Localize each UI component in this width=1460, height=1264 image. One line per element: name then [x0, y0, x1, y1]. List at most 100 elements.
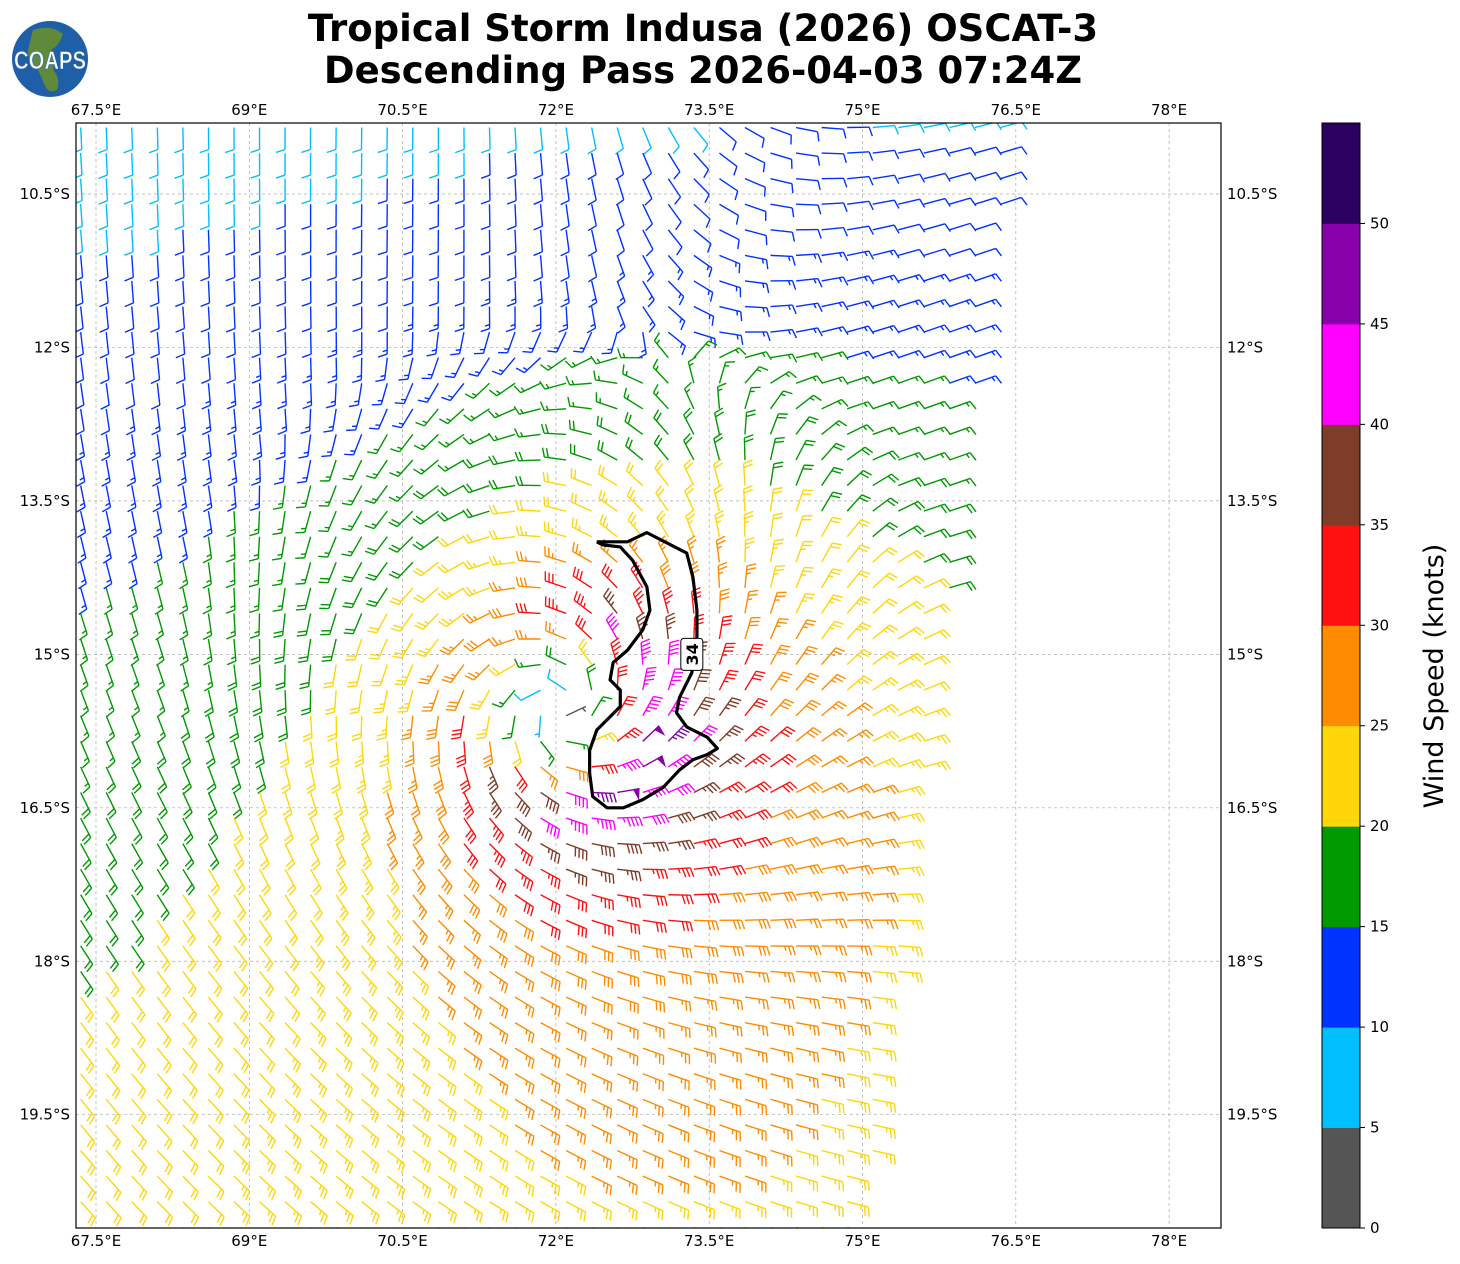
barb-full: [265, 985, 272, 994]
barb-full: [83, 811, 91, 820]
barb-half: [564, 298, 569, 302]
barb-full: [885, 575, 895, 582]
barb-half: [884, 708, 889, 713]
barb-full: [359, 812, 369, 820]
barb-full: [444, 375, 455, 379]
wind-barb: [301, 204, 312, 230]
barb-full: [523, 577, 528, 587]
barb-full: [815, 809, 824, 818]
barb-full: [275, 225, 286, 230]
barb-full: [255, 762, 265, 769]
wind-barb: [335, 868, 348, 896]
barb-full: [864, 919, 870, 929]
barb-half: [672, 736, 678, 740]
wind-barb: [174, 127, 185, 154]
barb-half: [884, 734, 890, 739]
barb-full: [107, 833, 116, 842]
wind-barb: [769, 644, 791, 665]
barb-staff: [1000, 146, 1022, 154]
barb-full: [443, 882, 451, 892]
wind-barb: [326, 178, 337, 205]
wind-barb: [488, 792, 502, 819]
barb-full: [150, 404, 161, 410]
barb-full: [101, 481, 111, 487]
barb-full: [604, 846, 608, 856]
barb-full: [762, 753, 771, 761]
barb-full: [446, 957, 453, 968]
barb-full: [713, 484, 723, 491]
wind-barb: [795, 726, 822, 742]
barb-full: [342, 477, 353, 481]
barb-full: [476, 959, 482, 970]
barb-full: [368, 984, 375, 994]
barb-half: [231, 477, 237, 481]
barb-full: [428, 276, 439, 281]
wind-barb: [125, 383, 136, 410]
barb-full: [502, 908, 508, 918]
barb-full: [622, 364, 625, 375]
barb-full: [940, 761, 948, 771]
barb-staff: [744, 126, 765, 140]
wind-barb: [454, 306, 465, 333]
barb-full: [454, 251, 465, 256]
barb-full: [681, 974, 685, 984]
barb-staff: [949, 172, 971, 180]
barb-full: [626, 486, 633, 496]
barb-full: [302, 379, 312, 384]
barb-full: [674, 196, 682, 205]
barb-full: [461, 787, 471, 794]
barb-full: [491, 608, 499, 618]
barb-staff: [207, 255, 211, 278]
barb-half: [860, 893, 864, 898]
barb-staff: [488, 153, 491, 176]
barb-full: [840, 755, 849, 763]
barb-full: [213, 912, 221, 922]
barb-full: [352, 174, 362, 179]
wind-barb: [76, 229, 84, 256]
barb-half: [911, 814, 915, 820]
barb-half: [106, 604, 112, 609]
barb-full: [349, 711, 359, 715]
barb-staff: [642, 127, 652, 149]
wind-barb: [719, 347, 747, 359]
wind-barb: [77, 536, 87, 564]
wind-barb: [300, 690, 312, 716]
barb-half: [746, 572, 752, 575]
barb-full: [252, 430, 262, 436]
barb-full: [524, 808, 531, 818]
wind-barb: [462, 586, 490, 597]
wind-barb: [207, 945, 223, 972]
wind-barb: [463, 408, 490, 422]
wind-barb: [415, 638, 439, 658]
barb-full: [388, 496, 398, 502]
barb-half: [626, 870, 629, 876]
wind-barb: [364, 510, 388, 530]
barb-full: [766, 307, 771, 318]
wind-barb: [617, 787, 640, 801]
barb-full: [783, 728, 793, 735]
barb-full: [666, 620, 676, 626]
barb-full: [553, 852, 557, 862]
barb-half: [728, 813, 733, 819]
barb-full: [817, 278, 823, 288]
barb-half: [156, 553, 162, 558]
barb-full: [891, 730, 900, 739]
wind-barb: [488, 555, 516, 566]
barb-full: [516, 799, 523, 809]
wind-barb: [617, 970, 640, 988]
wind-barb: [615, 178, 625, 206]
barb-staff: [233, 306, 236, 329]
barb-full: [356, 783, 366, 790]
wind-barb: [437, 433, 465, 448]
barb-full: [543, 496, 546, 507]
wind-barb: [821, 226, 849, 237]
barb-full: [162, 912, 170, 922]
barb-full: [157, 782, 166, 791]
barb-full: [234, 859, 243, 867]
barb-half: [133, 706, 139, 711]
wind-barb: [105, 689, 115, 718]
barb-full: [369, 1009, 375, 1019]
barb-full: [531, 1008, 535, 1018]
barb-full: [258, 812, 268, 820]
wind-barb: [105, 971, 120, 998]
